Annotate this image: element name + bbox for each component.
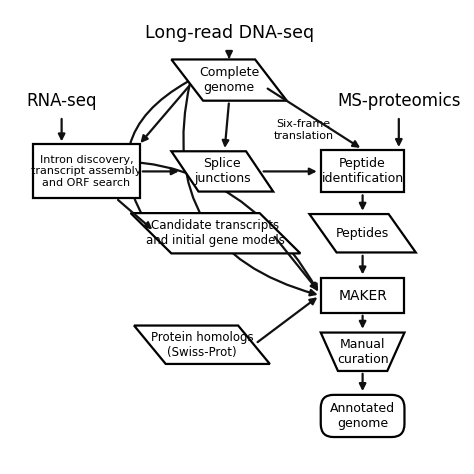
FancyBboxPatch shape	[321, 395, 404, 437]
Text: RNA-seq: RNA-seq	[27, 92, 97, 110]
Text: MS-proteomics: MS-proteomics	[337, 92, 461, 110]
Text: Long-read DNA-seq: Long-read DNA-seq	[145, 24, 314, 42]
FancyBboxPatch shape	[33, 145, 140, 198]
Text: Peptides: Peptides	[336, 227, 389, 240]
Text: MAKER: MAKER	[338, 289, 387, 302]
Text: Protein homologs
(Swiss-Prot): Protein homologs (Swiss-Prot)	[151, 331, 253, 359]
Text: Manual
curation: Manual curation	[337, 338, 388, 366]
Text: Candidate transcripts
and initial gene models: Candidate transcripts and initial gene m…	[146, 219, 285, 247]
Polygon shape	[131, 213, 301, 254]
Text: Six-frame
translation: Six-frame translation	[273, 119, 334, 141]
FancyBboxPatch shape	[321, 278, 404, 313]
Text: Splice
junctions: Splice junctions	[194, 157, 251, 185]
Text: Intron discovery,
transcript assembly
and ORF search: Intron discovery, transcript assembly an…	[31, 155, 142, 188]
Text: Peptide
identification: Peptide identification	[321, 157, 404, 185]
Polygon shape	[172, 151, 273, 191]
Polygon shape	[310, 214, 416, 253]
Polygon shape	[172, 59, 287, 100]
Text: Complete
genome: Complete genome	[199, 66, 259, 94]
Polygon shape	[321, 333, 404, 371]
FancyBboxPatch shape	[321, 150, 404, 192]
Text: Annotated
genome: Annotated genome	[330, 402, 395, 430]
Polygon shape	[134, 326, 270, 364]
